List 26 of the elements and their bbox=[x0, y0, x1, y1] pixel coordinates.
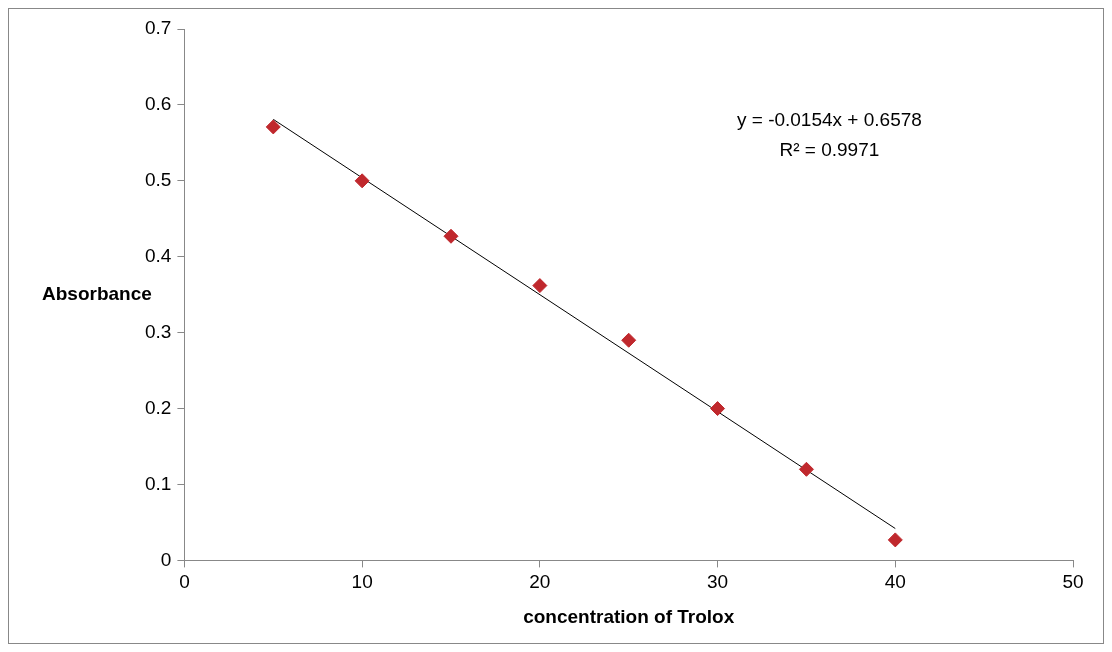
point bbox=[443, 228, 459, 244]
point bbox=[621, 332, 637, 348]
x-tick-label: 0 bbox=[179, 571, 190, 593]
x-tick-label: 40 bbox=[884, 571, 906, 593]
point bbox=[532, 278, 548, 294]
y-tick-label: 0.6 bbox=[144, 93, 172, 115]
x-tick-label: 20 bbox=[529, 571, 551, 593]
point bbox=[710, 401, 726, 417]
x-tick-label: 10 bbox=[351, 571, 373, 593]
y-tick-label: 0.1 bbox=[144, 472, 172, 494]
x-tick-label: 50 bbox=[1062, 571, 1084, 593]
annotation: R² = 0.9971 bbox=[779, 139, 880, 161]
y-tick-label: 0.4 bbox=[144, 244, 172, 266]
point bbox=[265, 119, 281, 135]
annotation: y = -0.0154x + 0.6578 bbox=[736, 109, 922, 131]
y-tick-label: 0.2 bbox=[144, 396, 172, 418]
x-axis-title: concentration of Trolox bbox=[523, 605, 735, 627]
y-tick-label: 0.3 bbox=[144, 320, 172, 342]
point bbox=[887, 532, 903, 548]
x-tick-label: 30 bbox=[706, 571, 729, 593]
point bbox=[354, 173, 370, 189]
point bbox=[798, 461, 814, 477]
y-tick-label: 0.7 bbox=[144, 17, 172, 39]
y-axis-title: Absorbance bbox=[42, 282, 152, 304]
y-tick-label: 0 bbox=[160, 548, 172, 570]
y-tick-label: 0.5 bbox=[144, 169, 172, 191]
